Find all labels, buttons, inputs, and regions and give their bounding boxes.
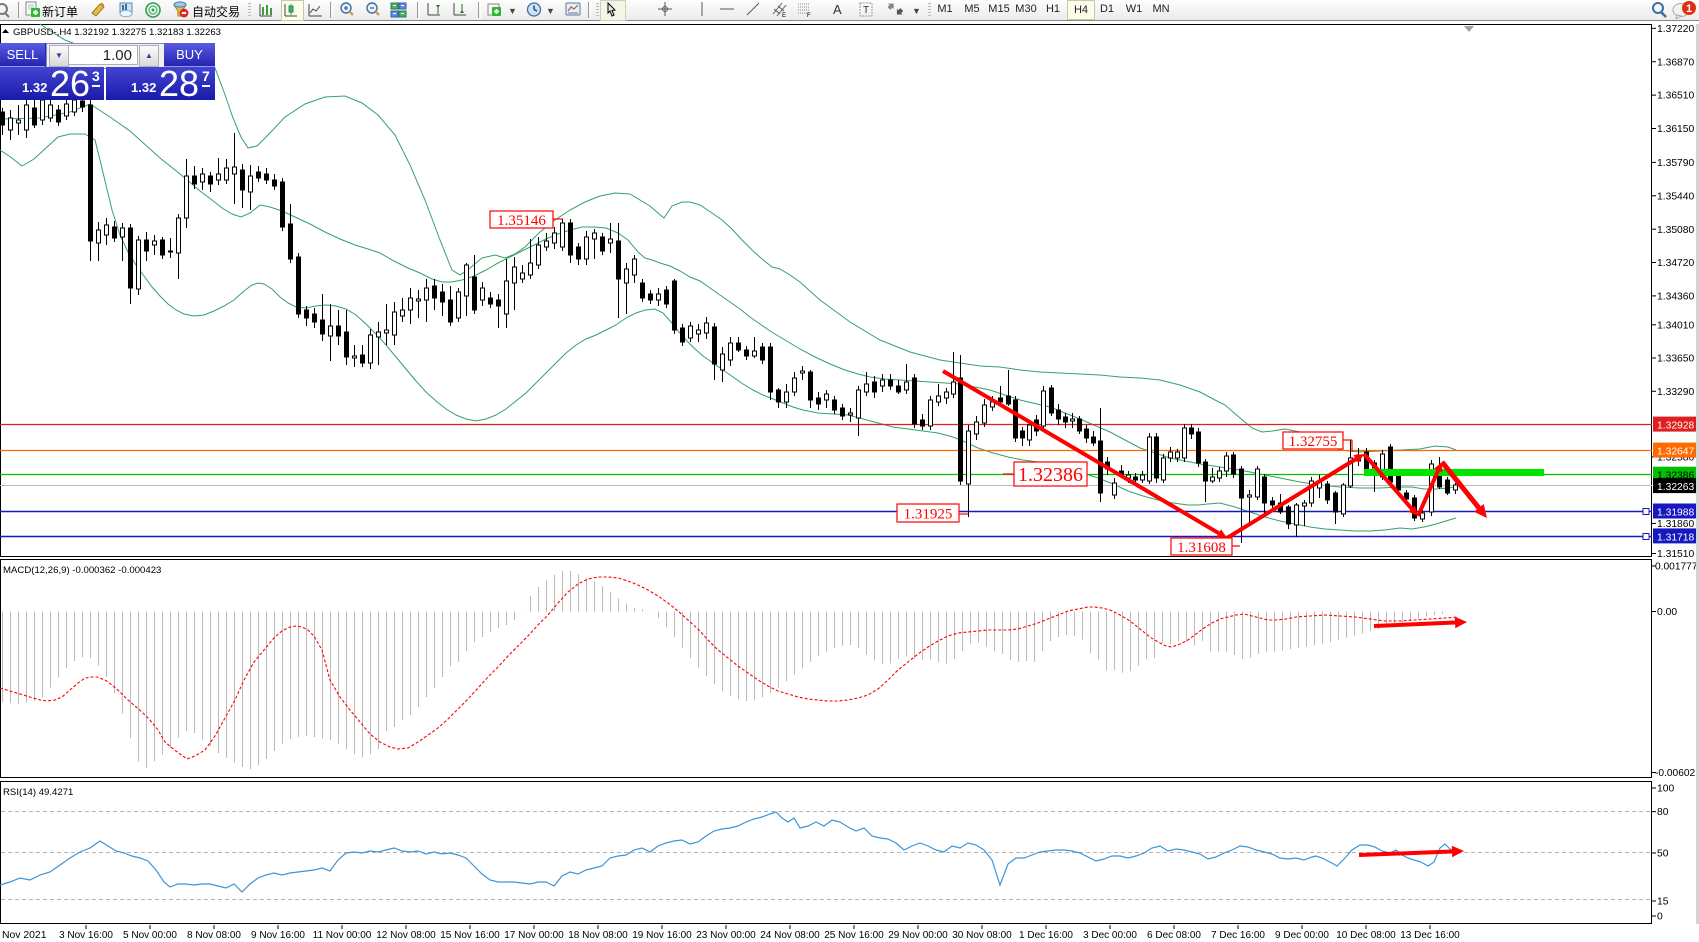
svg-text:100: 100 (1657, 784, 1674, 795)
svg-text:1.36870: 1.36870 (1657, 57, 1694, 68)
svg-text:1.35440: 1.35440 (1657, 191, 1694, 202)
svg-text:1.32928: 1.32928 (1657, 421, 1694, 432)
svg-text:1.35790: 1.35790 (1657, 158, 1694, 169)
svg-text:F: F (807, 13, 811, 19)
svg-text:3 Dec 00:00: 3 Dec 00:00 (1083, 930, 1137, 941)
svg-text:8 Nov 08:00: 8 Nov 08:00 (187, 930, 241, 941)
svg-text:1.31510: 1.31510 (1657, 549, 1694, 560)
svg-text:1.31608: 1.31608 (1177, 540, 1226, 556)
svg-text:1.37220: 1.37220 (1657, 24, 1694, 35)
svg-text:11 Nov 00:00: 11 Nov 00:00 (313, 930, 372, 941)
svg-text:1.31860: 1.31860 (1657, 519, 1694, 530)
svg-text:19 Nov 16:00: 19 Nov 16:00 (632, 930, 692, 941)
svg-text:15 Nov 16:00: 15 Nov 16:00 (440, 930, 500, 941)
svg-text:80: 80 (1657, 807, 1669, 818)
svg-text:1.32580: 1.32580 (1657, 453, 1694, 464)
svg-text:5 Nov 00:00: 5 Nov 00:00 (123, 930, 177, 941)
svg-text:RSI(14) 49.4271: RSI(14) 49.4271 (3, 787, 73, 798)
svg-text:24 Nov 08:00: 24 Nov 08:00 (760, 930, 820, 941)
svg-text:1.34360: 1.34360 (1657, 292, 1694, 303)
svg-text:7 Dec 16:00: 7 Dec 16:00 (1211, 930, 1265, 941)
svg-text:T: T (863, 5, 869, 16)
svg-text:29 Nov 00:00: 29 Nov 00:00 (888, 930, 948, 941)
svg-text:E: E (782, 13, 786, 19)
svg-text:1.33650: 1.33650 (1657, 354, 1694, 365)
svg-text:10 Dec 08:00: 10 Dec 08:00 (1336, 930, 1396, 941)
svg-text:0.00: 0.00 (1657, 607, 1677, 618)
svg-text:0.001777: 0.001777 (1655, 562, 1698, 573)
svg-text:1.31925: 1.31925 (904, 506, 953, 522)
svg-text:0: 0 (1657, 912, 1663, 923)
svg-text:9 Dec 00:00: 9 Dec 00:00 (1275, 930, 1329, 941)
svg-text:25 Nov 16:00: 25 Nov 16:00 (824, 930, 884, 941)
svg-text:30 Nov 08:00: 30 Nov 08:00 (952, 930, 1012, 941)
svg-text:-0.00602: -0.00602 (1655, 768, 1696, 779)
svg-text:12 Nov 08:00: 12 Nov 08:00 (376, 930, 436, 941)
svg-text:MACD(12,26,9) -0.000362 -0.000: MACD(12,26,9) -0.000362 -0.000423 (3, 565, 161, 576)
svg-text:23 Nov 00:00: 23 Nov 00:00 (696, 930, 756, 941)
svg-text:13 Dec 16:00: 13 Dec 16:00 (1400, 930, 1460, 941)
svg-text:1.32386: 1.32386 (1018, 464, 1083, 486)
svg-text:1.32263: 1.32263 (1657, 482, 1694, 493)
svg-text:GBPUSD-,H4 1.32192 1.32275 1.: GBPUSD-,H4 1.32192 1.32275 1.32183 1.322… (13, 27, 221, 38)
svg-text:1.36150: 1.36150 (1657, 124, 1694, 135)
svg-text:1.32386: 1.32386 (1657, 471, 1694, 482)
svg-text:Nov 2021: Nov 2021 (2, 930, 47, 941)
svg-text:9 Nov 16:00: 9 Nov 16:00 (251, 930, 305, 941)
svg-text:1.33290: 1.33290 (1657, 387, 1694, 398)
svg-text:1.32755: 1.32755 (1289, 434, 1338, 450)
svg-text:1: 1 (1686, 3, 1692, 15)
svg-text:1.34010: 1.34010 (1657, 320, 1694, 331)
svg-text:1.36510: 1.36510 (1657, 91, 1694, 102)
svg-text:1.35146: 1.35146 (497, 213, 546, 229)
svg-text:1.31718: 1.31718 (1657, 532, 1694, 543)
svg-text:15: 15 (1657, 897, 1669, 908)
svg-text:6 Dec 08:00: 6 Dec 08:00 (1147, 930, 1201, 941)
svg-text:1.32647: 1.32647 (1657, 447, 1694, 458)
svg-text:3 Nov 16:00: 3 Nov 16:00 (59, 930, 113, 941)
svg-text:1.34720: 1.34720 (1657, 258, 1694, 269)
svg-text:50: 50 (1657, 849, 1669, 860)
svg-text:1.35080: 1.35080 (1657, 225, 1694, 236)
svg-text:17 Nov 00:00: 17 Nov 00:00 (504, 930, 564, 941)
svg-text:18 Nov 08:00: 18 Nov 08:00 (568, 930, 628, 941)
svg-text:1 Dec 16:00: 1 Dec 16:00 (1019, 930, 1073, 941)
svg-text:1.31988: 1.31988 (1657, 508, 1694, 519)
